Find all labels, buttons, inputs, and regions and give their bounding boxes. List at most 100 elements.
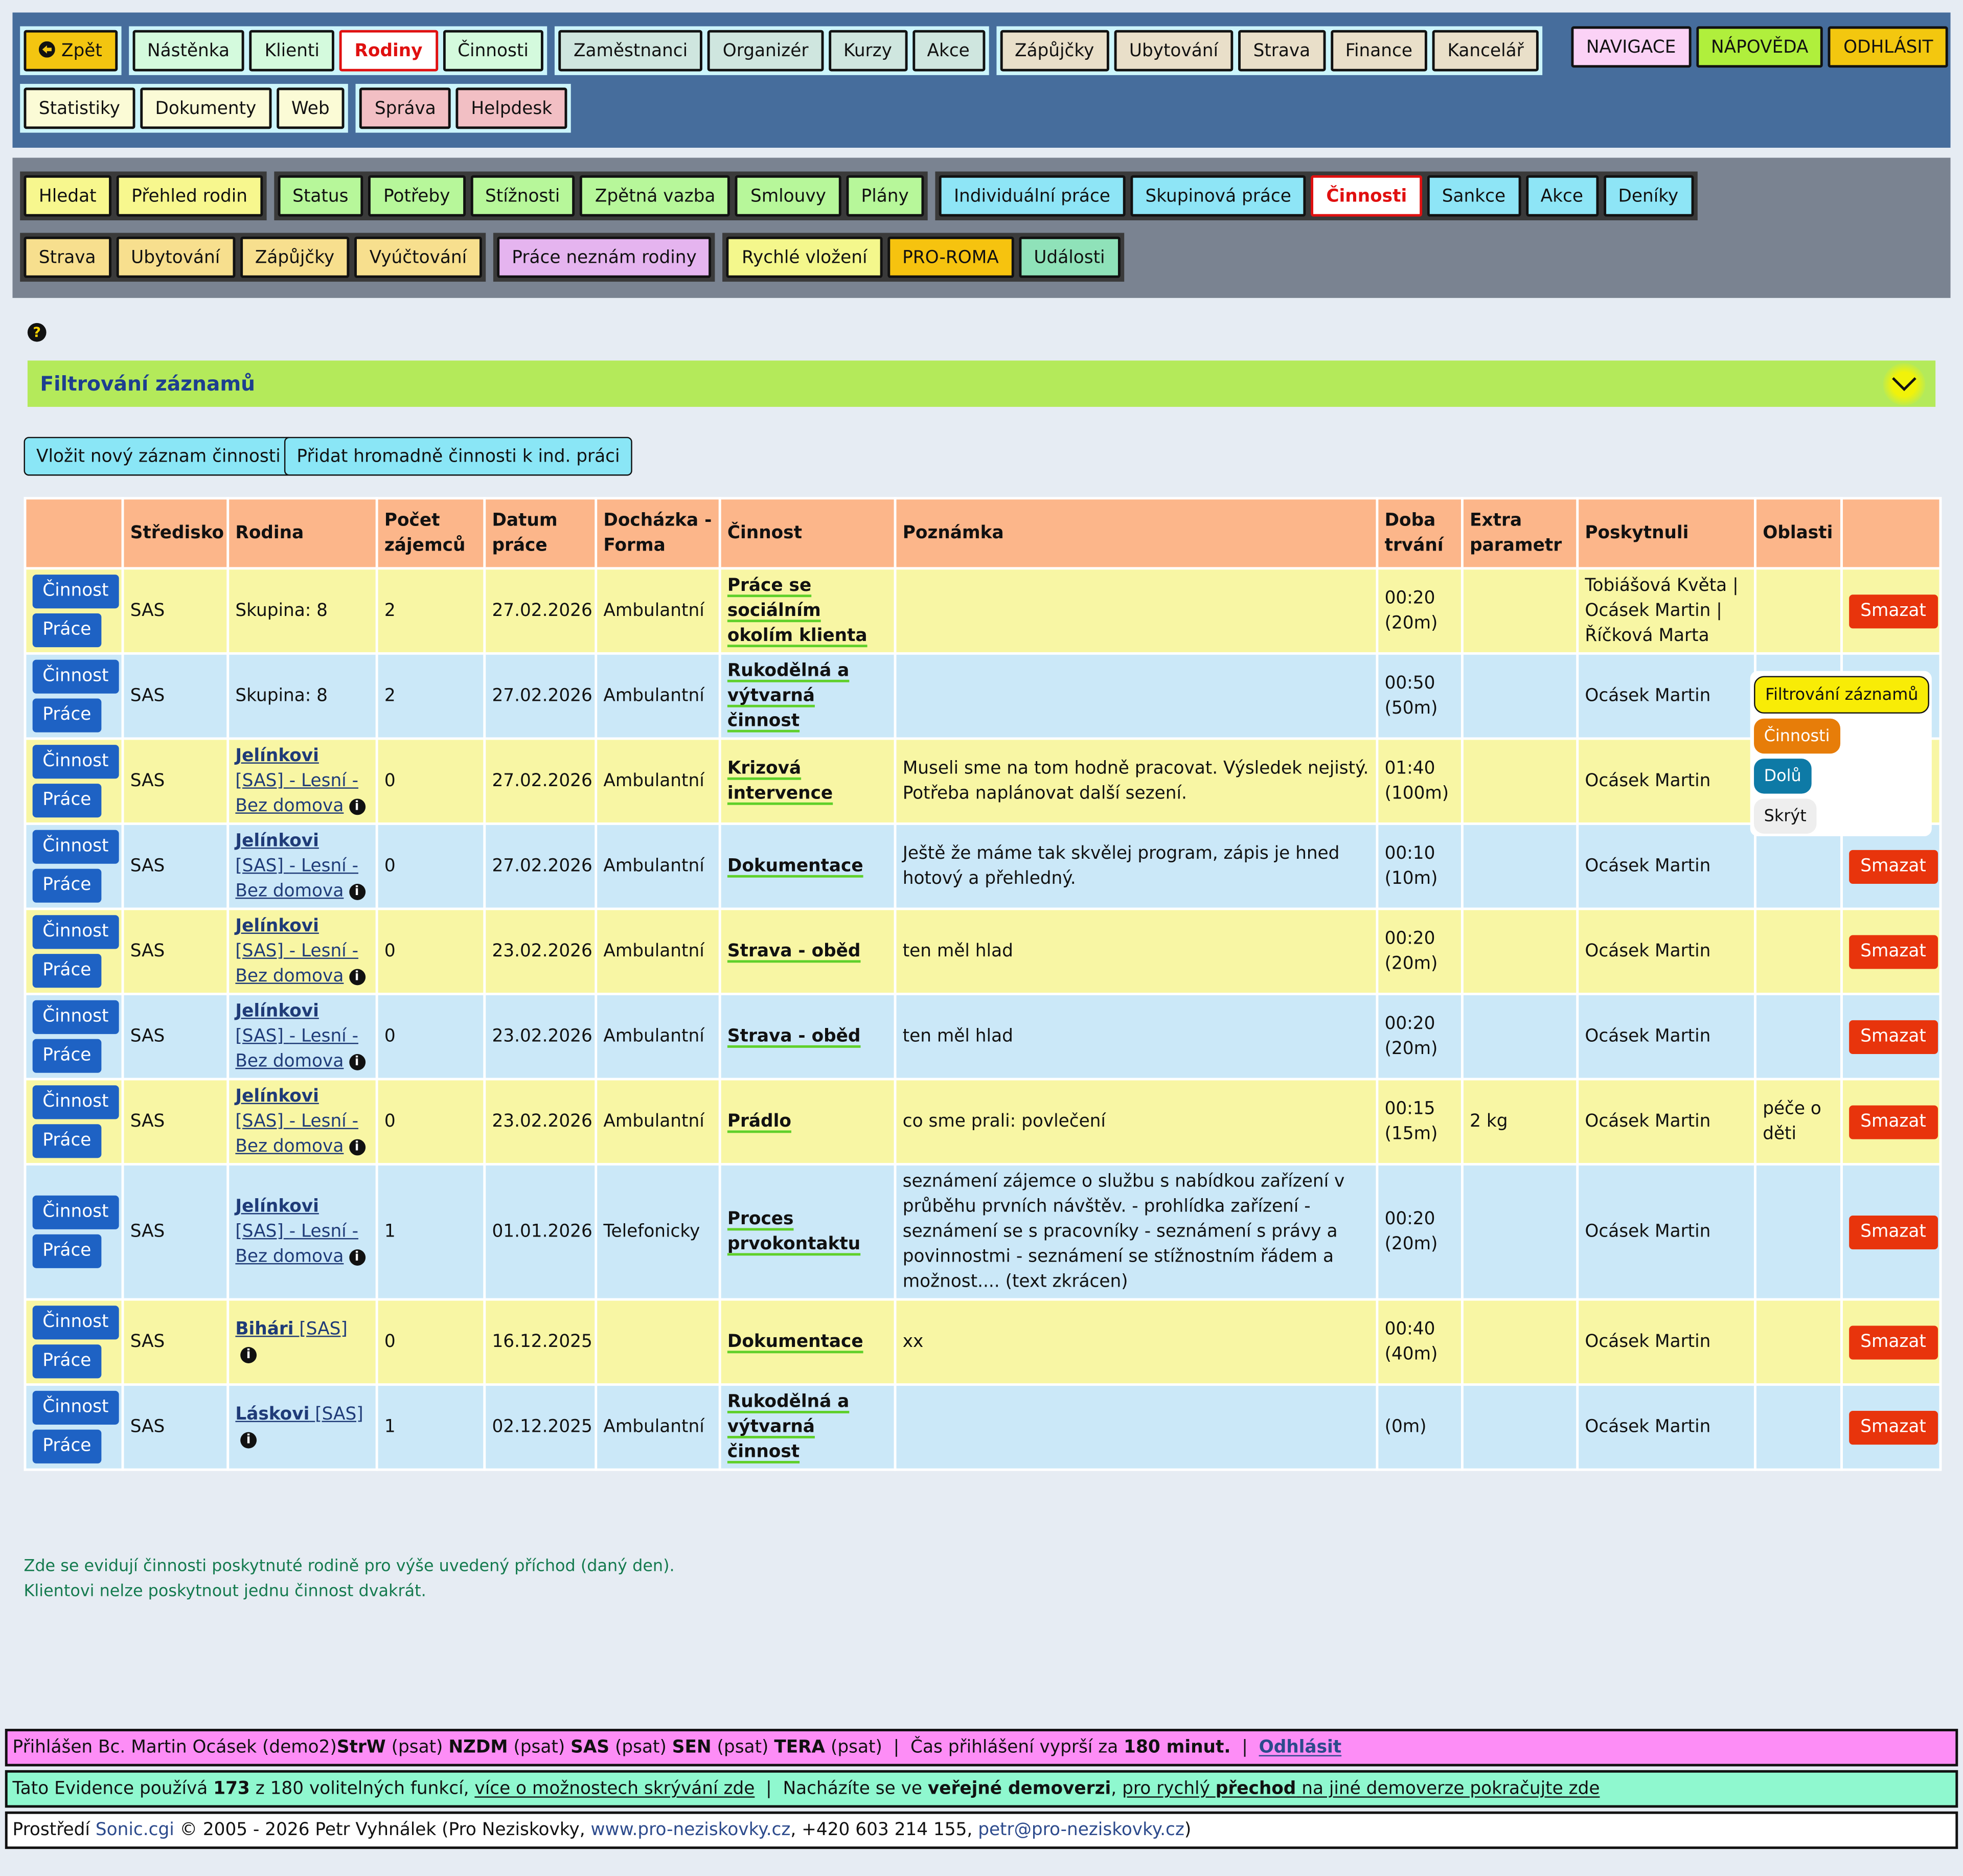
family-link[interactable]: Jelínkovi [SAS] - Lesní - Bez domova bbox=[235, 917, 358, 987]
nav-zapujcky-button[interactable]: Zápůjčky bbox=[999, 30, 1109, 72]
nav-dokumenty-button[interactable]: Dokumenty bbox=[140, 87, 271, 129]
submenu-status-button[interactable]: Status bbox=[277, 175, 363, 217]
filter-panel-header[interactable]: Filtrování záznamů bbox=[27, 360, 1936, 407]
nav-helpdesk-button[interactable]: Helpdesk bbox=[455, 87, 567, 129]
nav-nastenka-button[interactable]: Nástěnka bbox=[132, 30, 245, 72]
email-link[interactable]: petr@pro-neziskovky.cz bbox=[978, 1820, 1184, 1841]
activity-button[interactable]: Činnost bbox=[32, 1000, 119, 1034]
submenu-zapujcky-button[interactable]: Zápůjčky bbox=[240, 236, 350, 278]
info-icon[interactable]: i bbox=[349, 1138, 365, 1155]
nav-kurzy-button[interactable]: Kurzy bbox=[828, 30, 907, 72]
bulk-add-button[interactable]: Přidat hromadně činnosti k ind. práci bbox=[284, 437, 633, 476]
work-button[interactable]: Práce bbox=[32, 613, 101, 648]
float-down-button[interactable]: Dolů bbox=[1754, 759, 1812, 794]
work-button[interactable]: Práce bbox=[32, 868, 101, 903]
activity-link[interactable]: Strava - oběd bbox=[727, 941, 861, 962]
delete-button[interactable]: Smazat bbox=[1849, 1410, 1937, 1444]
family-link[interactable]: Jelínkovi [SAS] - Lesní - Bez domova bbox=[235, 1001, 358, 1071]
submenu-skupinova-prace-button[interactable]: Skupinová práce bbox=[1130, 175, 1307, 217]
activity-button[interactable]: Činnost bbox=[32, 1085, 119, 1119]
nav-web-button[interactable]: Web bbox=[276, 87, 345, 129]
delete-button[interactable]: Smazat bbox=[1849, 1325, 1937, 1359]
nav-ubytovani-button[interactable]: Ubytování bbox=[1114, 30, 1234, 72]
info-icon[interactable]: i bbox=[349, 1248, 365, 1265]
activity-link[interactable]: Práce se sociálním okolím klienta bbox=[727, 576, 868, 646]
family-link[interactable]: Jelínkovi [SAS] - Lesní - Bez domova bbox=[235, 831, 358, 901]
nav-klienti-button[interactable]: Klienti bbox=[249, 30, 335, 72]
info-icon[interactable]: i bbox=[349, 798, 365, 815]
submenu-akce-button[interactable]: Akce bbox=[1525, 175, 1599, 217]
activity-button[interactable]: Činnost bbox=[32, 1390, 119, 1425]
nav-zpet-button[interactable]: Zpět bbox=[24, 30, 118, 72]
submenu-prehled-rodin-button[interactable]: Přehled rodin bbox=[116, 175, 263, 217]
delete-button[interactable]: Smazat bbox=[1849, 1105, 1937, 1139]
work-button[interactable]: Práce bbox=[32, 1429, 101, 1463]
info-icon[interactable]: i bbox=[240, 1431, 257, 1448]
delete-button[interactable]: Smazat bbox=[1849, 849, 1937, 883]
submenu-stiznosti-button[interactable]: Stížnosti bbox=[470, 175, 575, 217]
activity-link[interactable]: Prádlo bbox=[727, 1111, 791, 1132]
nav-akce-button[interactable]: Akce bbox=[912, 30, 985, 72]
nav-sprava-button[interactable]: Správa bbox=[359, 87, 451, 129]
nav-finance-button[interactable]: Finance bbox=[1330, 30, 1428, 72]
activity-link[interactable]: Dokumentace bbox=[727, 1332, 863, 1352]
activity-link[interactable]: Strava - oběd bbox=[727, 1026, 861, 1047]
submenu-strava-button[interactable]: Strava bbox=[24, 236, 111, 278]
work-button[interactable]: Práce bbox=[32, 784, 101, 818]
submenu-cinnosti-button[interactable]: Činnosti bbox=[1311, 175, 1422, 217]
delete-button[interactable]: Smazat bbox=[1849, 1215, 1937, 1249]
activity-button[interactable]: Činnost bbox=[32, 659, 119, 694]
nav-statistiky-button[interactable]: Statistiky bbox=[24, 87, 135, 129]
submenu-ubytovani-button[interactable]: Ubytování bbox=[116, 236, 235, 278]
family-link[interactable]: Láskovi [SAS] bbox=[235, 1405, 363, 1425]
family-link[interactable]: Jelínkovi [SAS] - Lesní - Bez domova bbox=[235, 1087, 358, 1157]
activity-link[interactable]: Proces prvokontaktu bbox=[727, 1209, 861, 1254]
family-link[interactable]: Bihári [SAS] bbox=[235, 1319, 347, 1339]
activity-button[interactable]: Činnost bbox=[32, 1195, 119, 1229]
submenu-pro-roma-button[interactable]: PRO-ROMA bbox=[887, 236, 1014, 278]
activity-link[interactable]: Rukodělná a výtvarná činnost bbox=[727, 1392, 850, 1462]
float-filter-button[interactable]: Filtrování záznamů bbox=[1754, 676, 1930, 714]
submenu-hledat-button[interactable]: Hledat bbox=[24, 175, 111, 217]
nav-kancelar-button[interactable]: Kancelář bbox=[1432, 30, 1539, 72]
nav-cinnosti-button[interactable]: Činnosti bbox=[442, 30, 544, 72]
work-button[interactable]: Práce bbox=[32, 698, 101, 733]
submenu-potreby-button[interactable]: Potřeby bbox=[368, 175, 465, 217]
submenu-prace-neznam-rodiny-button[interactable]: Práce neznám rodiny bbox=[496, 236, 712, 278]
activity-button[interactable]: Činnost bbox=[32, 830, 119, 864]
submenu-rychle-vlozeni-button[interactable]: Rychlé vložení bbox=[726, 236, 882, 278]
submenu-individualni-prace-button[interactable]: Individuální práce bbox=[939, 175, 1126, 217]
website-link[interactable]: www.pro-neziskovky.cz bbox=[590, 1820, 791, 1841]
activity-button[interactable]: Činnost bbox=[32, 915, 119, 949]
submenu-deniky-button[interactable]: Deníky bbox=[1603, 175, 1694, 217]
delete-button[interactable]: Smazat bbox=[1849, 934, 1937, 969]
nav-napoveda-button[interactable]: NÁPOVĚDA bbox=[1696, 26, 1823, 68]
family-link[interactable]: Jelínkovi [SAS] - Lesní - Bez domova bbox=[235, 746, 358, 816]
nav-zamestnanci-button[interactable]: Zaměstnanci bbox=[558, 30, 703, 72]
features-link[interactable]: více o možnostech skrývání zde bbox=[474, 1779, 755, 1799]
activity-button[interactable]: Činnost bbox=[32, 745, 119, 779]
submenu-smlouvy-button[interactable]: Smlouvy bbox=[735, 175, 841, 217]
info-icon[interactable]: i bbox=[349, 883, 365, 900]
info-icon[interactable]: i bbox=[349, 968, 365, 985]
work-button[interactable]: Práce bbox=[32, 1234, 101, 1268]
nav-odhlasit-button[interactable]: ODHLÁSIT bbox=[1828, 26, 1948, 68]
submenu-udalosti-button[interactable]: Události bbox=[1018, 236, 1120, 278]
submenu-zpetna-vazba-button[interactable]: Zpětná vazba bbox=[580, 175, 731, 217]
submenu-sankce-button[interactable]: Sankce bbox=[1427, 175, 1521, 217]
question-circle-icon[interactable]: ? bbox=[27, 323, 47, 342]
delete-button[interactable]: Smazat bbox=[1849, 1019, 1937, 1054]
nav-organizer-button[interactable]: Organizér bbox=[707, 30, 824, 72]
work-button[interactable]: Práce bbox=[32, 954, 101, 988]
logout-link[interactable]: Odhlásit bbox=[1259, 1737, 1342, 1758]
insert-record-button[interactable]: Vložit nový záznam činnosti bbox=[24, 437, 293, 476]
activity-button[interactable]: Činnost bbox=[32, 575, 119, 609]
demo-switch-link[interactable]: pro rychlý přechod na jiné demoverze pok… bbox=[1122, 1779, 1600, 1799]
float-hide-button[interactable]: Skrýt bbox=[1754, 798, 1817, 834]
float-activities-button[interactable]: Činnosti bbox=[1754, 718, 1840, 754]
work-button[interactable]: Práce bbox=[32, 1039, 101, 1073]
work-button[interactable]: Práce bbox=[32, 1344, 101, 1379]
chevron-down-icon[interactable] bbox=[1883, 363, 1926, 406]
info-icon[interactable]: i bbox=[240, 1346, 257, 1363]
activity-link[interactable]: Rukodělná a výtvarná činnost bbox=[727, 661, 850, 731]
